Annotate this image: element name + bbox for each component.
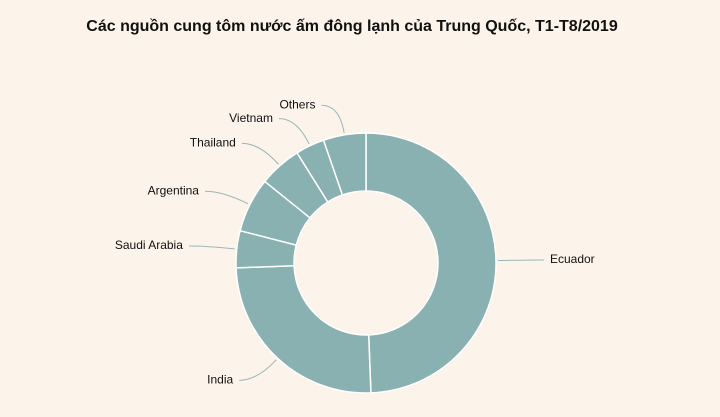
slice-label: Vietnam [229,111,273,125]
chart-title: Các nguồn cung tôm nước ấm đông lạnh của… [86,18,618,35]
leader-line [497,259,544,262]
leader-line [204,190,249,205]
slice-label: Others [279,97,315,111]
leader-line [278,118,310,145]
leader-line [241,142,279,165]
slice-label: India [207,372,233,386]
slice-label: Thailand [190,135,236,149]
leader-line [321,104,345,133]
donut-slice [322,132,367,196]
donut-slice [365,132,497,394]
leader-line [239,359,277,381]
donut-slice [235,264,372,394]
slice-label: Saudi Arabia [115,238,183,252]
leader-line [188,245,235,250]
slice-label: Argentina [148,183,200,197]
slice-label: Ecuador [550,252,595,266]
